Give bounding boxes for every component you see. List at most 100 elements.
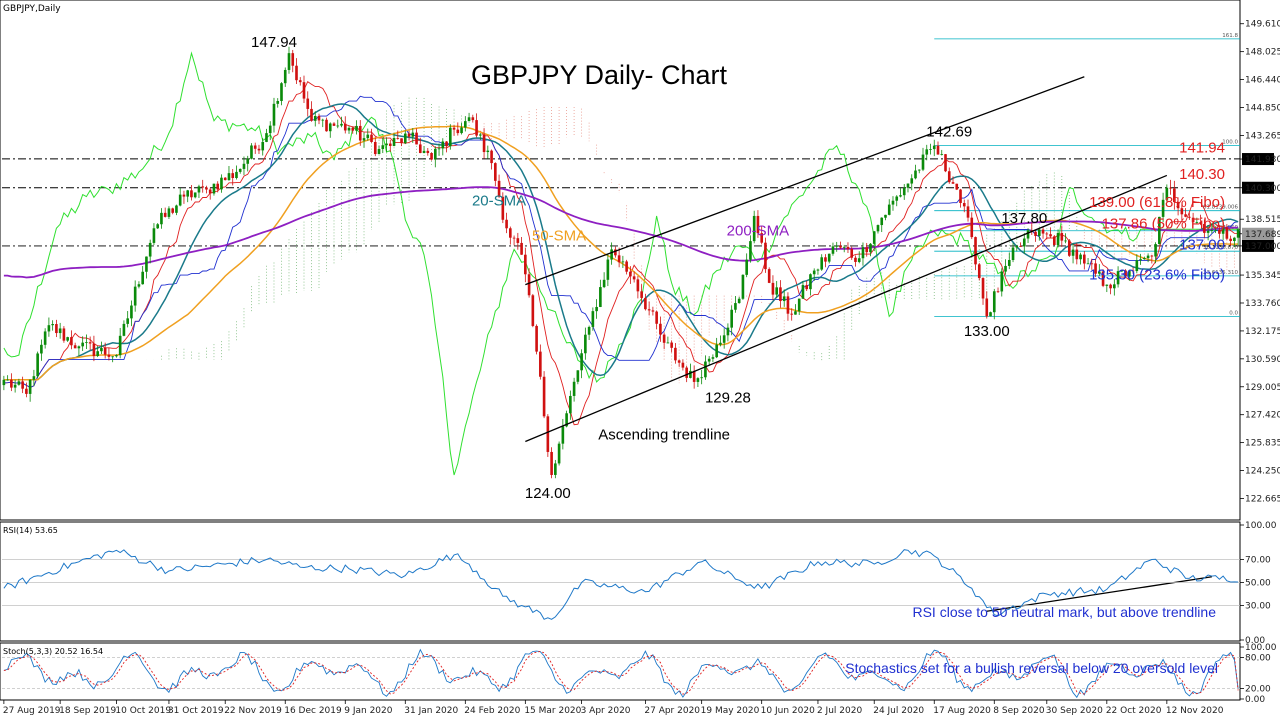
price-axis-label: 127.420 (1245, 411, 1280, 421)
candle-body (347, 127, 351, 131)
fibonacci-level-label: 0.0 (1229, 310, 1238, 316)
price-annotation: 50-SMA (532, 228, 586, 245)
trendlines (525, 76, 1212, 612)
price-annotation: 141.94 (1179, 140, 1225, 157)
date-axis-label: 10 Oct 2019 (115, 706, 171, 716)
stoch-k-line (3, 648, 1239, 699)
candle-body (1229, 238, 1232, 242)
candle-body (58, 328, 62, 334)
candle-body (430, 153, 433, 160)
candle-body (1116, 271, 1120, 285)
candle-body (651, 310, 655, 312)
candle-body (767, 269, 771, 283)
candle-body (253, 145, 257, 149)
candle-body (433, 148, 437, 160)
candle-body (1067, 240, 1071, 256)
price-axis-label: 133.760 (1245, 299, 1280, 309)
candle-body (467, 117, 471, 122)
fibonacci-level-label: 100.0 (1222, 140, 1238, 146)
candle-body (550, 451, 553, 475)
candle-body (396, 138, 400, 139)
candle-body (546, 416, 550, 452)
candle-body (831, 246, 835, 254)
candle-body (40, 344, 43, 354)
candle-body (722, 335, 726, 343)
candle-body (238, 168, 242, 172)
candle-body (21, 381, 24, 389)
candle-body (208, 189, 212, 194)
candle-body (280, 83, 283, 101)
candle-body (786, 296, 790, 314)
fibonacci-level-label: 23.6135.310 (1203, 270, 1238, 276)
candle-body (771, 282, 775, 295)
candle-body (996, 291, 1000, 293)
price-annotation: Ascending trendline (598, 427, 730, 444)
candle-body (914, 170, 917, 179)
candle-body (775, 287, 779, 295)
candle-body (385, 143, 388, 146)
candle-body (133, 286, 137, 306)
candle-body (674, 347, 677, 361)
candle-body (584, 334, 587, 354)
candle-body (306, 98, 310, 109)
price-annotation: 147.94 (251, 34, 297, 51)
candle-body (362, 138, 366, 141)
candle-body (1169, 187, 1172, 189)
candle-body (917, 169, 921, 171)
candle-body (175, 205, 178, 213)
candle-body (51, 324, 54, 326)
price-annotation: 135.30 (23.6% Fibo) (1089, 266, 1225, 283)
candle-body (655, 311, 658, 324)
rsi-axis-label: 50.00 (1245, 579, 1271, 589)
candle-body (418, 144, 422, 154)
candle-body (726, 327, 730, 336)
candle-body (1082, 254, 1086, 264)
trendline (525, 76, 1085, 286)
candle-body (47, 325, 51, 332)
candle-body (707, 358, 711, 362)
candle-body (66, 337, 69, 341)
candle-body (1007, 260, 1011, 266)
candle-body (463, 121, 467, 128)
candle-body (689, 370, 692, 378)
candle-body (437, 148, 441, 150)
candle-body (1041, 229, 1045, 234)
candle-body (370, 134, 373, 142)
candle-body (959, 189, 962, 204)
candle-body (857, 258, 861, 262)
price-axis-label: 130.590 (1245, 355, 1280, 365)
candle-body (1022, 238, 1026, 247)
rsi-axis-label: 70.00 (1245, 556, 1271, 566)
candle-body (145, 256, 148, 272)
rsi-axis-label: 100.00 (1245, 521, 1277, 531)
candle-body (6, 379, 9, 381)
candle-body (621, 261, 625, 263)
price-axis-label: 137.689 (1245, 230, 1280, 240)
price-axis-label: 146.440 (1245, 76, 1280, 86)
candle-body (445, 141, 448, 147)
candle-body (193, 192, 197, 198)
candle-body (730, 309, 733, 328)
candle-body (1214, 229, 1217, 231)
candle-body (55, 324, 58, 334)
candle-body (539, 351, 542, 377)
candle-body (696, 378, 700, 382)
candle-body (1101, 271, 1105, 286)
rsi-axis-label: 0.00 (1245, 636, 1265, 646)
candle-body (456, 129, 460, 134)
candle-body (1060, 233, 1064, 241)
candle-body (201, 186, 205, 188)
date-axis-label: 24 Jul 2020 (873, 706, 924, 716)
candle-body (1019, 246, 1022, 247)
candle-body (505, 219, 508, 229)
candle-body (1158, 216, 1161, 245)
date-axis-label: 9 Jan 2020 (344, 706, 392, 716)
candle-body (1049, 234, 1052, 237)
candle-body (606, 259, 610, 280)
candle-body (1079, 254, 1082, 260)
date-axis-label: 2 Jul 2020 (817, 706, 862, 716)
candle-body (272, 103, 276, 126)
rsi-label: RSI(14) 53.65 (3, 526, 58, 535)
main-pane (0, 0, 1241, 521)
candle-body (719, 342, 722, 345)
